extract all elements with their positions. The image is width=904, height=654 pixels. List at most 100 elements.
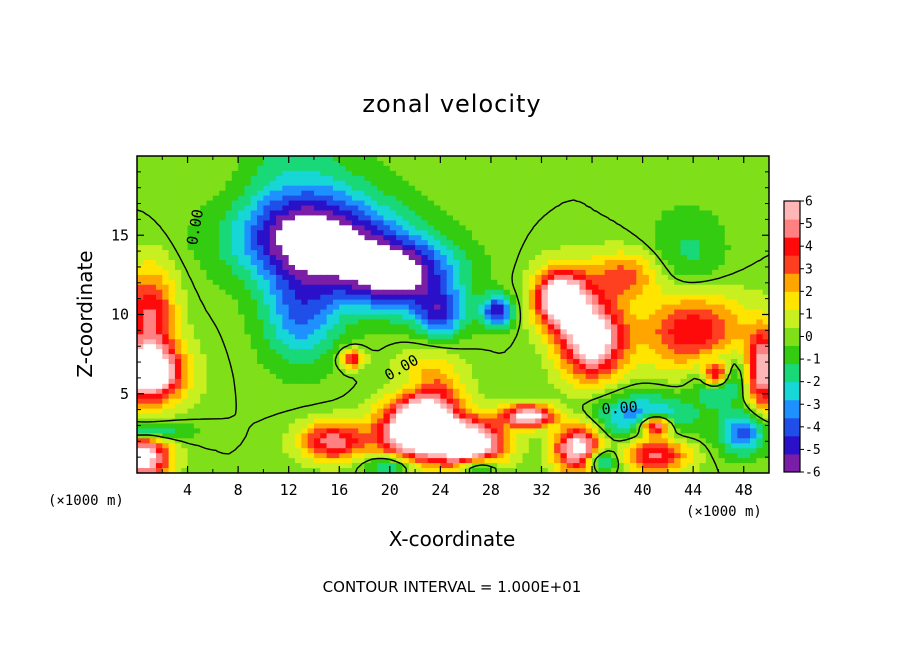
field-cell: [541, 215, 549, 221]
field-cell: [623, 299, 631, 306]
field-cell: [478, 220, 486, 226]
field-cell: [370, 269, 378, 276]
field-cell: [250, 215, 258, 221]
field-cell: [212, 165, 220, 172]
field-cell: [762, 378, 769, 385]
field-cell: [358, 299, 366, 306]
field-cell: [674, 245, 682, 251]
field-cell: [332, 359, 340, 365]
field-cell: [566, 225, 574, 231]
field-cell: [193, 160, 201, 167]
field-cell: [244, 378, 252, 385]
field-cell: [611, 156, 618, 162]
field-cell: [364, 205, 372, 212]
field-cell: [693, 364, 701, 370]
field-cell: [541, 245, 549, 251]
field-cell: [509, 349, 517, 355]
field-cell: [181, 284, 189, 291]
field-cell: [200, 299, 208, 306]
field-cell: [358, 304, 366, 311]
field-cell: [554, 185, 562, 192]
field-cell: [686, 393, 694, 400]
field-cell: [446, 165, 454, 172]
field-cell: [162, 388, 170, 395]
field-cell: [396, 364, 404, 370]
field-cell: [219, 393, 227, 400]
field-cell: [162, 260, 170, 266]
field-cell: [560, 250, 568, 256]
field-cell: [313, 200, 321, 207]
field-cell: [257, 398, 264, 405]
field-cell: [137, 373, 144, 380]
field-cell: [295, 319, 302, 325]
field-cell: [535, 165, 543, 172]
field-cell: [174, 334, 182, 340]
field-cell: [339, 210, 347, 217]
field-cell: [332, 368, 340, 375]
field-cell: [547, 279, 555, 286]
field-cell: [478, 195, 486, 202]
field-cell: [339, 205, 347, 212]
field-cell: [617, 156, 625, 162]
field-cell: [307, 319, 315, 325]
field-cell: [389, 165, 397, 172]
field-cell: [269, 398, 277, 405]
field-cell: [648, 309, 656, 316]
field-cell: [471, 294, 479, 301]
field-cell: [497, 210, 505, 217]
field-cell: [484, 383, 492, 390]
field-cell: [762, 299, 769, 306]
field-cell: [642, 378, 650, 385]
field-cell: [149, 294, 157, 301]
field-cell: [257, 195, 264, 202]
field-cell: [623, 304, 631, 311]
field-cell: [250, 255, 258, 261]
field-cell: [263, 309, 271, 316]
field-cell: [712, 294, 720, 301]
field-cell: [623, 180, 631, 187]
field-cell: [269, 314, 277, 321]
field-cell: [162, 383, 170, 390]
field-cell: [225, 388, 233, 395]
field-cell: [592, 314, 599, 321]
field-cell: [648, 319, 656, 325]
field-cell: [705, 388, 713, 395]
field-cell: [143, 240, 151, 246]
field-cell: [421, 319, 429, 325]
field-cell: [497, 289, 505, 296]
field-cell: [756, 269, 764, 276]
field-cell: [762, 195, 769, 202]
field-cell: [244, 354, 252, 360]
field-cell: [731, 378, 738, 385]
field-cell: [383, 210, 391, 217]
field-cell: [699, 364, 707, 370]
field-cell: [288, 383, 296, 390]
field-cell: [313, 359, 321, 365]
field-cell: [326, 264, 334, 271]
field-cell: [724, 250, 732, 256]
field-cell: [528, 230, 536, 236]
field-cell: [503, 260, 511, 266]
field-cell: [269, 334, 277, 340]
field-cell: [705, 378, 713, 385]
field-cell: [541, 294, 549, 301]
field-cell: [440, 235, 448, 241]
field-cell: [648, 383, 656, 390]
field-cell: [427, 388, 435, 395]
field-cell: [623, 170, 631, 177]
field-cell: [269, 364, 277, 370]
field-cell: [364, 329, 372, 335]
field-cell: [276, 156, 283, 162]
field-cell: [674, 359, 682, 365]
field-cell: [225, 329, 233, 335]
field-cell: [516, 398, 524, 405]
field-cell: [332, 393, 340, 400]
field-cell: [370, 230, 378, 236]
field-cell: [528, 279, 536, 286]
field-cell: [516, 373, 524, 380]
field-cell: [743, 304, 751, 311]
field-cell: [471, 215, 479, 221]
field-cell: [415, 398, 422, 405]
field-cell: [516, 284, 524, 291]
field-cell: [528, 205, 536, 212]
